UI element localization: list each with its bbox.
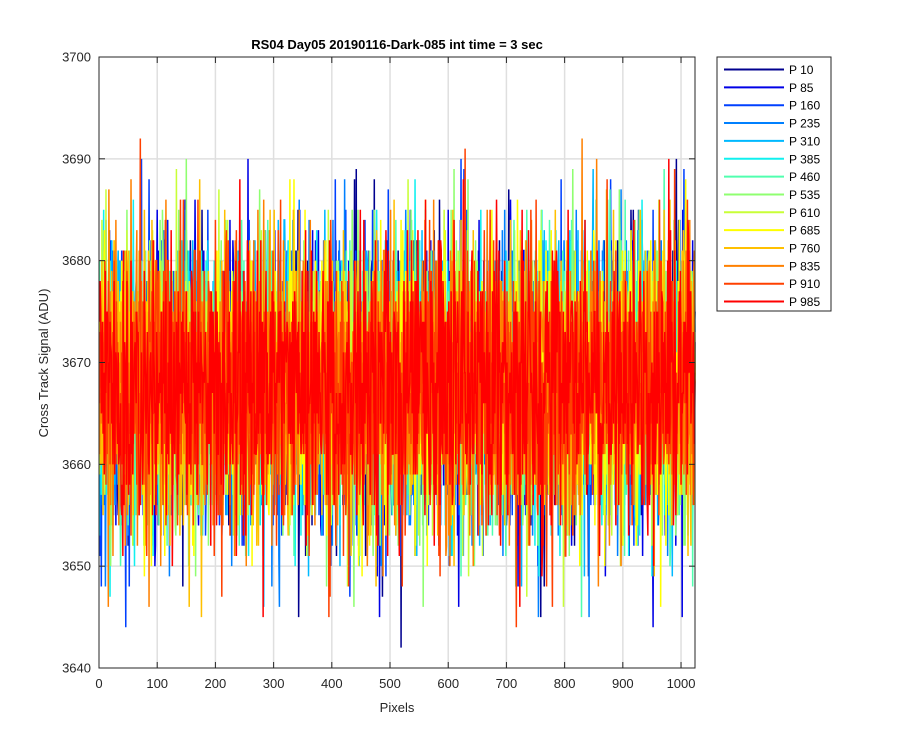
legend-label-p460: P 460 [789, 170, 820, 184]
x-axis-ticks: 0 100 200 300 400 500 600 700 800 900 1000 [95, 57, 695, 691]
series-lines [98, 138, 696, 648]
y-tick-label: 3700 [62, 50, 91, 65]
legend-label-p610: P 610 [789, 206, 820, 220]
series-line-p985 [98, 158, 696, 618]
y-axis-label: Cross Track Signal (ADU) [36, 289, 51, 438]
legend-label-p10: P 10 [789, 63, 814, 77]
y-tick-label: 3690 [62, 151, 91, 166]
x-tick-label: 700 [496, 676, 518, 691]
legend-label-p835: P 835 [789, 259, 820, 273]
y-tick-label: 3650 [62, 559, 91, 574]
x-tick-label: 1000 [667, 676, 696, 691]
legend-box [716, 56, 832, 312]
legend-label-p910: P 910 [789, 277, 820, 291]
y-tick-label: 3640 [62, 661, 91, 676]
x-tick-label: 500 [379, 676, 401, 691]
y-axis-ticks: 3640 3650 3660 3670 3680 3690 3700 [62, 50, 695, 676]
x-tick-label: 900 [612, 676, 634, 691]
legend-label-p985: P 985 [789, 295, 820, 309]
chart-title: RS04 Day05 20190116-Dark-085 int time = … [251, 37, 543, 52]
x-tick-label: 800 [554, 676, 576, 691]
x-tick-label: 600 [437, 676, 459, 691]
legend-label-p85: P 85 [789, 81, 814, 95]
x-tick-label: 400 [321, 676, 343, 691]
legend-label-p310: P 310 [789, 134, 820, 148]
legend[interactable]: P 10 P 85 P 160 P 235 P 310 P 385 P 460 P 535 P … [716, 56, 832, 312]
legend-label-p685: P 685 [789, 224, 820, 238]
x-tick-label: 100 [146, 676, 168, 691]
x-axis-label: Pixels [380, 700, 415, 715]
legend-label-p760: P 760 [789, 242, 820, 256]
y-tick-label: 3670 [62, 355, 91, 370]
legend-label-p160: P 160 [789, 99, 820, 113]
x-tick-label: 0 [95, 676, 102, 691]
legend-label-p385: P 385 [789, 152, 820, 166]
x-tick-label: 300 [263, 676, 285, 691]
legend-label-p535: P 535 [789, 188, 820, 202]
y-tick-label: 3660 [62, 457, 91, 472]
y-tick-label: 3680 [62, 253, 91, 268]
x-tick-label: 200 [205, 676, 227, 691]
legend-label-p235: P 235 [789, 117, 820, 131]
